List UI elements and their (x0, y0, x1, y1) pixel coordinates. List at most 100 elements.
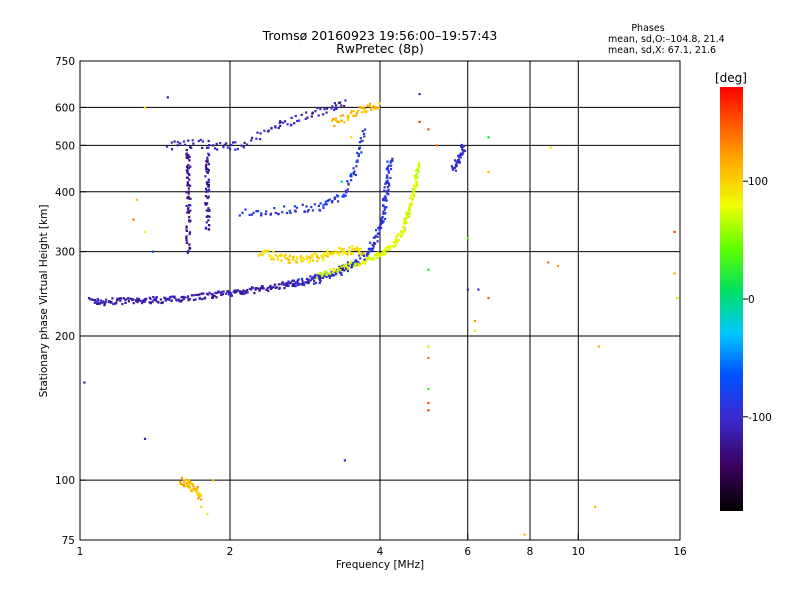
data-point (189, 247, 192, 250)
data-point (455, 164, 458, 167)
data-point (154, 299, 157, 302)
data-point (597, 345, 601, 348)
data-point (454, 169, 457, 172)
data-point (357, 154, 360, 157)
data-point (94, 300, 97, 303)
data-point (262, 250, 265, 253)
data-point (383, 196, 386, 199)
data-point (293, 205, 296, 208)
data-point (292, 258, 295, 261)
data-point (157, 301, 160, 304)
data-point (182, 295, 185, 298)
data-point (331, 274, 334, 277)
data-point (198, 293, 201, 296)
data-point (289, 254, 292, 257)
data-point (311, 209, 314, 212)
data-point (341, 195, 344, 198)
data-point (143, 230, 147, 233)
data-point (329, 272, 332, 275)
data-point (354, 259, 357, 262)
data-point (129, 297, 132, 300)
data-point (318, 278, 321, 281)
data-point (185, 204, 188, 208)
data-point (314, 281, 318, 284)
data-point (305, 258, 309, 261)
data-point (369, 102, 372, 105)
data-point (382, 249, 385, 252)
data-point (305, 205, 308, 208)
data-point (185, 191, 188, 194)
data-point (413, 189, 416, 192)
data-point (181, 299, 184, 302)
data-point (354, 263, 357, 266)
data-point (556, 265, 560, 268)
data-point (137, 299, 140, 302)
data-point (338, 120, 341, 123)
data-point (297, 282, 301, 285)
data-point (364, 108, 367, 111)
x-tick-label: 8 (527, 546, 534, 558)
data-point (151, 300, 154, 303)
data-point (317, 272, 320, 275)
data-point (256, 131, 259, 134)
data-point (89, 298, 92, 301)
data-point (378, 228, 381, 232)
data-point (351, 261, 354, 265)
data-point (272, 258, 275, 261)
data-point (303, 281, 306, 284)
data-point (355, 246, 359, 249)
data-point (326, 107, 329, 110)
data-point (384, 212, 387, 215)
data-point (315, 277, 318, 280)
data-point (309, 279, 312, 282)
data-point (359, 257, 362, 260)
data-point (313, 252, 316, 255)
data-point (188, 231, 192, 234)
data-point (396, 234, 399, 237)
data-point (294, 209, 297, 212)
data-point (286, 123, 289, 126)
data-point (295, 281, 298, 284)
data-point (279, 124, 282, 127)
data-point (410, 202, 413, 205)
data-point (320, 274, 324, 277)
data-point (355, 114, 358, 117)
data-point (272, 250, 275, 254)
data-point (187, 164, 190, 167)
data-point (343, 251, 347, 254)
data-point (344, 194, 347, 197)
data-point (360, 111, 363, 114)
data-point (243, 292, 246, 295)
data-point (346, 188, 349, 191)
data-point (359, 262, 363, 266)
data-point (205, 181, 208, 184)
y-tick-label: 750 (55, 56, 75, 68)
data-point (182, 140, 186, 143)
data-point (189, 184, 192, 187)
data-point (300, 113, 303, 116)
data-point (324, 273, 327, 276)
data-point (344, 189, 347, 192)
data-point (186, 171, 189, 174)
data-point (309, 259, 312, 262)
data-point (382, 198, 385, 201)
data-point (196, 491, 199, 494)
data-point (373, 241, 376, 245)
data-point (340, 119, 343, 122)
data-point (198, 494, 201, 497)
data-point (326, 251, 329, 254)
data-point (177, 298, 181, 301)
data-point (189, 209, 192, 212)
data-point (358, 254, 361, 257)
data-point (138, 298, 141, 301)
data-point (325, 254, 328, 257)
data-point (413, 194, 416, 197)
data-point (455, 163, 458, 166)
data-point (263, 249, 267, 252)
data-point (199, 138, 202, 141)
data-point (387, 164, 390, 167)
data-point (362, 106, 366, 109)
data-point (453, 166, 456, 169)
data-point (143, 300, 146, 303)
data-point (204, 190, 208, 193)
